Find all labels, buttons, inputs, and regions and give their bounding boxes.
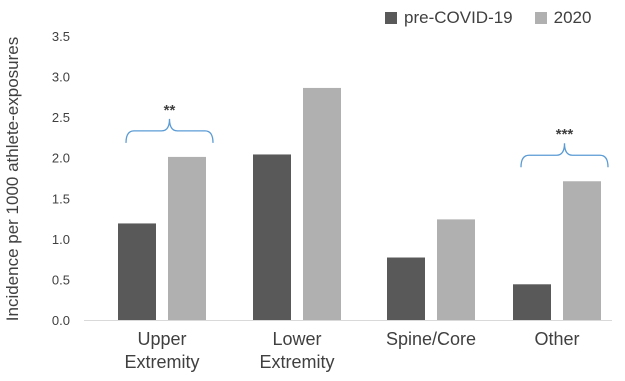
bar-2020 xyxy=(168,156,206,320)
y-tick-label: 1.5 xyxy=(52,191,70,206)
y-tick-label: 0.5 xyxy=(52,272,70,287)
category-label-lower-extremity: Lower Extremity xyxy=(259,329,335,372)
category-label-upper-extremity: Upper Extremity xyxy=(124,329,200,372)
bar-2020 xyxy=(563,181,601,320)
significance-bracket xyxy=(125,118,214,143)
y-axis-label: Incidence per 1000 athlete-exposures xyxy=(3,36,22,322)
legend-swatch-2020 xyxy=(534,12,547,24)
y-tick-label: 2.5 xyxy=(52,110,70,125)
legend-label-2020: 2020 xyxy=(553,8,592,27)
significance-bracket xyxy=(520,143,609,168)
significance-marker: ** xyxy=(164,102,176,119)
significance-marker: *** xyxy=(556,126,574,143)
legend: pre-COVID-19 2020 xyxy=(385,8,613,28)
bar-pre-covid xyxy=(253,154,291,320)
category-label-other: Other xyxy=(534,329,580,349)
legend-swatch-pre-covid xyxy=(385,12,397,24)
legend-item-pre-covid: pre-COVID-19 xyxy=(385,8,513,28)
legend-label-pre-covid: pre-COVID-19 xyxy=(404,8,513,27)
bar-pre-covid xyxy=(513,284,551,320)
bar-pre-covid xyxy=(387,257,425,320)
y-tick-label: 3.0 xyxy=(52,70,70,85)
legend-item-2020: 2020 xyxy=(534,8,592,28)
y-tick-label: 1.0 xyxy=(52,232,70,247)
category-label-spine-core: Spine/Core xyxy=(385,329,477,349)
bar-2020 xyxy=(437,219,475,320)
y-tick-label: 0.0 xyxy=(52,313,70,328)
bar-2020 xyxy=(303,87,341,320)
y-tick-label: 2.0 xyxy=(52,151,70,166)
y-tick-label: 3.5 xyxy=(52,29,70,44)
bar-pre-covid xyxy=(118,223,156,320)
